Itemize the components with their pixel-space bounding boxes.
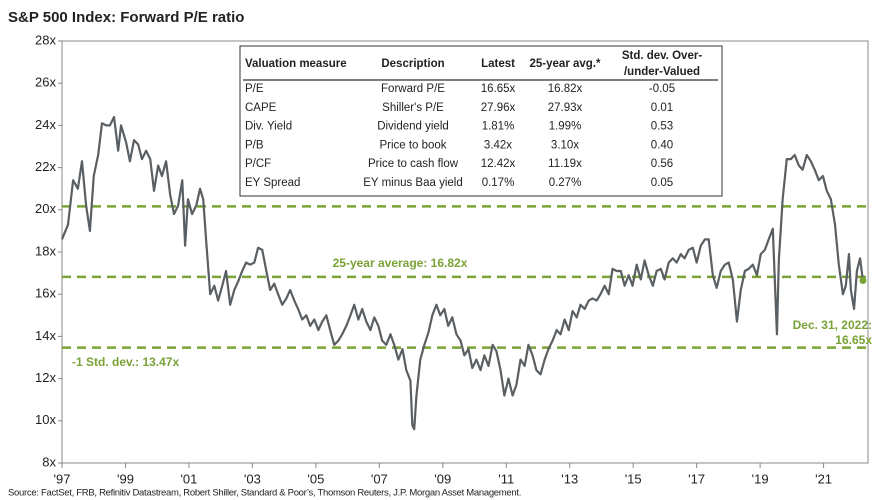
table-cell: P/CF (245, 158, 271, 170)
x-tick-label: '09 (434, 471, 451, 486)
y-tick-label: 20x (35, 201, 56, 216)
table-cell: 0.27% (549, 177, 582, 189)
table-cell: 0.05 (651, 177, 673, 189)
end-label: 16.65x (835, 333, 872, 347)
reference-label: 25-year average: 16.82x (333, 256, 468, 270)
x-tick-label: '17 (688, 471, 705, 486)
x-tick-label: '21 (815, 471, 832, 486)
table-cell: CAPE (245, 102, 277, 114)
y-tick-label: 18x (35, 243, 56, 258)
table-cell: 11.19x (548, 158, 582, 170)
x-tick-label: '13 (561, 471, 578, 486)
y-tick-label: 16x (35, 286, 56, 301)
y-tick-label: 14x (35, 328, 56, 343)
table-cell: 0.56 (651, 158, 673, 170)
table-cell: Div. Yield (245, 121, 292, 133)
chart-title: S&P 500 Index: Forward P/E ratio (8, 9, 244, 26)
y-tick-label: 8x (42, 454, 56, 469)
table-cell: Dividend yield (377, 121, 449, 133)
table-header: Description (381, 58, 444, 70)
y-tick-label: 26x (35, 75, 56, 90)
y-tick-label: 10x (35, 412, 56, 427)
y-tick-label: 22x (35, 159, 56, 174)
table-header: Valuation measure (245, 58, 347, 70)
table-cell: P/E (245, 83, 264, 95)
table-cell: 0.01 (651, 102, 673, 114)
reference-label: -1 Std. dev.: 13.47x (72, 355, 179, 369)
latest-point (859, 276, 867, 284)
table-cell: 1.99% (549, 121, 582, 133)
x-tick-label: '01 (180, 471, 197, 486)
table-box (239, 45, 723, 197)
table-cell: 12.42x (481, 158, 516, 170)
y-tick-label: 24x (35, 117, 56, 132)
x-tick-label: '15 (625, 471, 642, 486)
x-tick-label: '05 (307, 471, 324, 486)
table-header: Std. dev. Over- (622, 50, 702, 62)
table-header: /under-Valued (624, 66, 700, 78)
x-tick-label: '07 (371, 471, 388, 486)
table-cell: 27.96x (481, 102, 516, 114)
table-cell: 3.42x (484, 139, 512, 151)
table-cell: 0.17% (482, 177, 515, 189)
end-label: Dec. 31, 2022: (793, 318, 872, 332)
table-cell: Price to cash flow (368, 158, 459, 170)
table-cell: 3.10x (551, 139, 579, 151)
table-cell: -0.05 (649, 83, 675, 95)
table-cell: 27.93x (548, 102, 583, 114)
pe-line (60, 115, 865, 431)
table-header: 25-year avg.* (530, 58, 601, 70)
table-cell: 1.81% (482, 121, 515, 133)
x-tick-label: '19 (752, 471, 769, 486)
y-tick-label: 28x (35, 32, 56, 47)
table-cell: EY Spread (245, 177, 300, 189)
x-tick-label: '99 (117, 471, 134, 486)
table-cell: Forward P/E (381, 83, 445, 95)
x-tick-label: '11 (498, 471, 514, 486)
source-note: Source: FactSet, FRB, Refinitiv Datastre… (8, 488, 521, 499)
x-tick-label: '97 (54, 471, 71, 486)
table-cell: Price to book (379, 139, 446, 151)
table-cell: 16.65x (481, 83, 516, 95)
table-cell: Shiller's P/E (382, 102, 444, 114)
table-cell: 16.82x (548, 83, 583, 95)
table-cell: EY minus Baa yield (363, 177, 463, 189)
x-tick-label: '03 (244, 471, 261, 486)
table-cell: 0.53 (651, 121, 673, 133)
table-cell: P/B (245, 139, 264, 151)
table-cell: 0.40 (651, 139, 673, 151)
y-tick-label: 12x (35, 370, 56, 385)
table-header: Latest (481, 58, 515, 70)
